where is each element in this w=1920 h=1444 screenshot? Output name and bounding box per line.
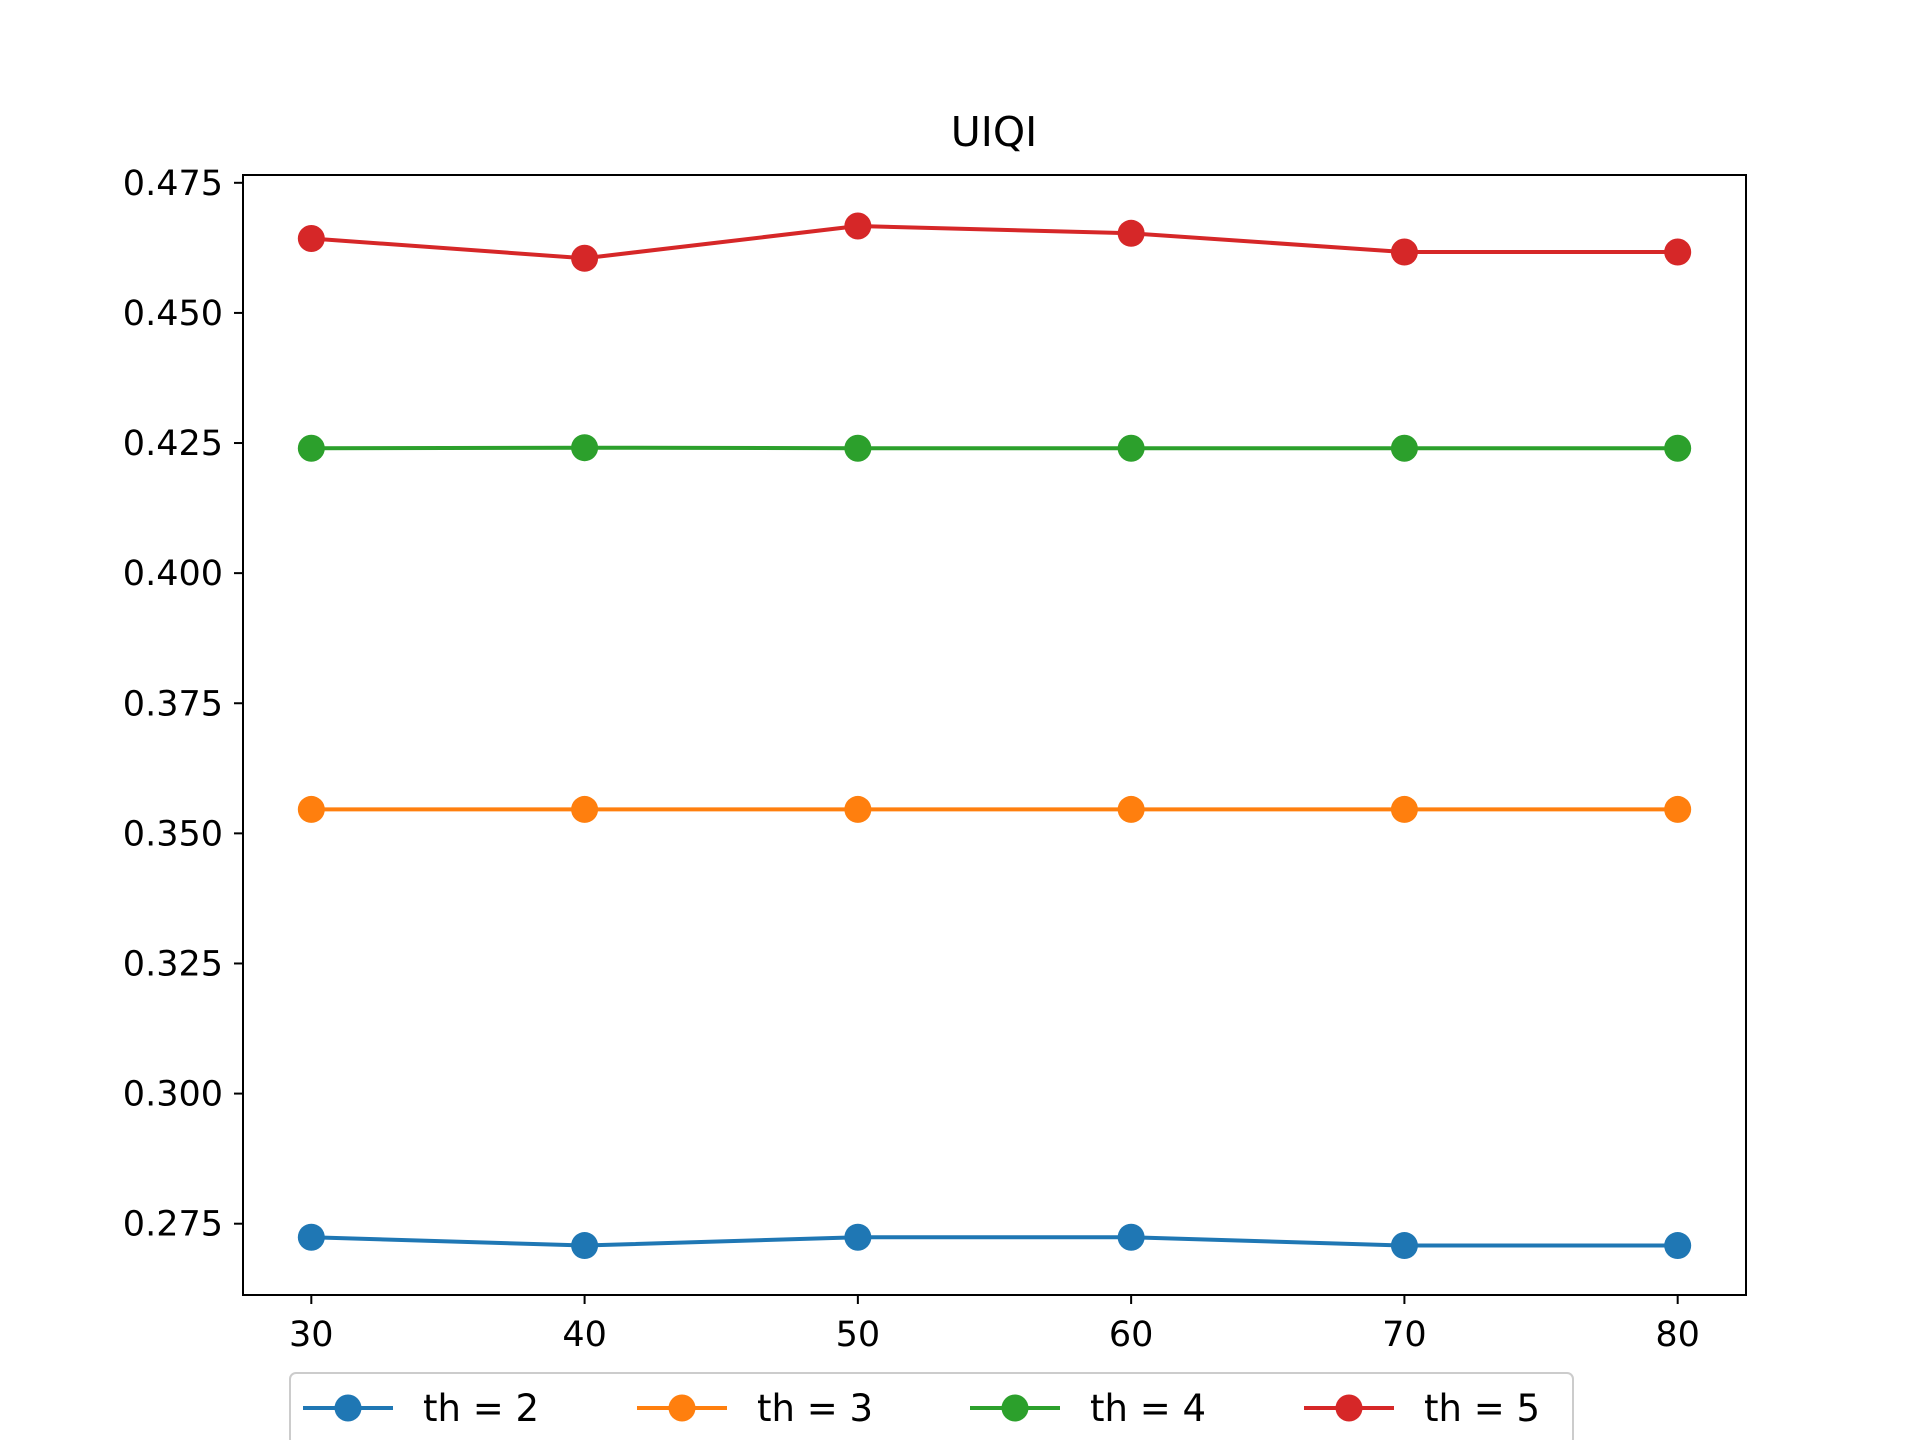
x-tick-label: 70 bbox=[1382, 1315, 1427, 1355]
data-point bbox=[1117, 434, 1145, 462]
x-tick-label: 50 bbox=[836, 1315, 881, 1355]
legend-entry: th = 5 bbox=[1304, 1387, 1540, 1430]
y-tick-label: 0.400 bbox=[123, 554, 223, 594]
data-point bbox=[1664, 1232, 1692, 1260]
legend-label: th = 3 bbox=[757, 1387, 873, 1430]
data-point bbox=[844, 1223, 872, 1251]
legend-entry: th = 4 bbox=[970, 1387, 1206, 1430]
data-point bbox=[1664, 238, 1692, 266]
x-tick-label: 60 bbox=[1109, 1315, 1154, 1355]
y-tick-label: 0.300 bbox=[123, 1075, 223, 1115]
series-line bbox=[311, 224, 1678, 261]
data-point bbox=[571, 795, 599, 823]
legend-entry: th = 2 bbox=[303, 1387, 539, 1430]
data-point bbox=[1390, 795, 1418, 823]
y-tick-label: 0.325 bbox=[123, 944, 223, 984]
legend-label: th = 4 bbox=[1090, 1387, 1206, 1430]
data-point bbox=[1664, 434, 1692, 462]
series-3 bbox=[297, 434, 1692, 462]
legend-box bbox=[289, 1372, 1574, 1444]
y-tick-label: 0.450 bbox=[123, 294, 223, 334]
axes-frame bbox=[242, 174, 1747, 1296]
series-1 bbox=[297, 1223, 1692, 1260]
x-axis: 30 40 50 60 70 80 bbox=[289, 1295, 1700, 1355]
y-tick-label: 0.475 bbox=[123, 164, 223, 204]
data-point bbox=[844, 795, 872, 823]
data-point bbox=[297, 1223, 325, 1251]
data-point bbox=[571, 1232, 599, 1260]
y-tick-label: 0.375 bbox=[123, 684, 223, 724]
legend-marker bbox=[668, 1394, 696, 1422]
legend-marker bbox=[1335, 1394, 1363, 1422]
series-4 bbox=[297, 212, 1692, 272]
data-point bbox=[1390, 434, 1418, 462]
data-point bbox=[297, 224, 325, 252]
x-tick-label: 80 bbox=[1655, 1315, 1700, 1355]
data-point bbox=[1117, 219, 1145, 247]
data-point bbox=[844, 212, 872, 240]
data-point bbox=[1390, 1232, 1418, 1260]
y-tick-label: 0.350 bbox=[123, 814, 223, 854]
data-point bbox=[1664, 795, 1692, 823]
series-2 bbox=[297, 795, 1692, 823]
y-tick-label: 0.275 bbox=[123, 1205, 223, 1245]
data-point bbox=[1390, 238, 1418, 266]
chart-title: UIQI bbox=[951, 108, 1037, 156]
legend: th = 2 th = 3 th = 4 th = 5 bbox=[289, 1372, 1574, 1444]
data-point bbox=[1117, 1223, 1145, 1251]
y-tick-label: 0.425 bbox=[123, 424, 223, 464]
x-tick-label: 30 bbox=[289, 1315, 334, 1355]
y-axis: 0.275 0.300 0.325 0.350 0.375 0.400 0.425 0.450… bbox=[123, 164, 243, 1245]
legend-label: th = 2 bbox=[423, 1387, 539, 1430]
legend-label: th = 5 bbox=[1424, 1387, 1540, 1430]
data-point bbox=[844, 434, 872, 462]
legend-marker bbox=[1001, 1394, 1029, 1422]
legend-entry: th = 3 bbox=[637, 1387, 873, 1430]
series-line bbox=[311, 1235, 1678, 1248]
data-point bbox=[297, 795, 325, 823]
series-line bbox=[311, 445, 1678, 451]
data-point bbox=[1117, 795, 1145, 823]
data-point bbox=[571, 244, 599, 272]
data-point bbox=[571, 434, 599, 462]
data-point bbox=[297, 434, 325, 462]
legend-marker bbox=[334, 1394, 362, 1422]
x-tick-label: 40 bbox=[562, 1315, 607, 1355]
series-layer bbox=[297, 212, 1692, 1260]
